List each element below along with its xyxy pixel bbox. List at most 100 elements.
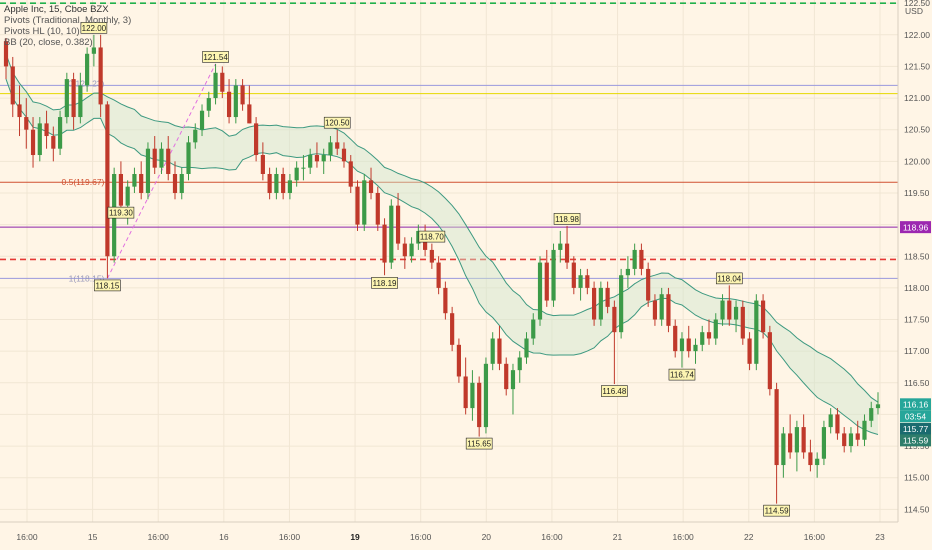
- candle-body: [639, 249, 644, 269]
- candle-body: [801, 427, 806, 453]
- candle-body: [199, 110, 205, 130]
- candle: [598, 281, 603, 326]
- candle-body: [862, 420, 867, 440]
- pivot-label-text: 121.54: [203, 53, 228, 62]
- legend-pivots-hl[interactable]: Pivots HL (10, 10): [4, 26, 80, 37]
- candle: [490, 332, 495, 371]
- candle-body: [747, 338, 752, 364]
- pivot-label: 122.00: [80, 21, 108, 34]
- candle: [145, 142, 151, 200]
- chart-legend[interactable]: Apple Inc, 15, Cboe BZX Pivots (Traditio…: [4, 4, 131, 48]
- legend-pivots[interactable]: Pivots (Traditional, Monthly, 3): [4, 15, 132, 26]
- candle-body: [125, 186, 130, 206]
- candle-body: [30, 129, 36, 156]
- candle: [30, 117, 36, 168]
- candle: [537, 256, 543, 326]
- time-tick-label: 16:00: [16, 532, 38, 542]
- candle: [139, 161, 144, 200]
- time-tick-label: 16:00: [804, 532, 826, 542]
- pivot-label-text: 116.48: [602, 387, 626, 396]
- candle: [571, 256, 576, 295]
- price-tick-label: 115.00: [904, 473, 930, 483]
- candle: [869, 401, 874, 428]
- time-axis[interactable]: [0, 522, 932, 550]
- candle: [301, 155, 306, 181]
- candle: [835, 408, 840, 440]
- candle-body: [605, 287, 610, 307]
- legend-bollinger-bands[interactable]: BB (20, close, 0.382): [4, 37, 93, 48]
- price-tick-label: 119.50: [904, 188, 930, 198]
- pivot-label-box: [94, 279, 121, 292]
- candle: [713, 313, 718, 345]
- candle-body: [727, 300, 732, 320]
- candle-body: [355, 186, 360, 225]
- candle-body: [659, 294, 664, 320]
- price-badge-text: 116.16: [903, 400, 929, 410]
- candle-body: [416, 230, 421, 244]
- time-tick-label: 16:00: [541, 532, 563, 542]
- price-tick-label: 120.50: [904, 125, 930, 135]
- pivot-label-box: [371, 277, 398, 289]
- candle-body: [240, 85, 245, 105]
- price-badges: 116.16 03:54 115.77 115.59 118.96: [900, 221, 931, 447]
- pivot-label-text: 118.98: [555, 215, 579, 224]
- candle-body: [754, 300, 759, 364]
- price-badge: 03:54: [900, 410, 931, 423]
- price-badge-box: [900, 410, 931, 423]
- price-badge-box: [900, 221, 931, 234]
- candle: [267, 167, 272, 200]
- candle: [294, 161, 299, 187]
- pivot-label: 119.30: [107, 206, 135, 219]
- candle: [612, 300, 617, 385]
- candle: [659, 287, 664, 326]
- candle: [564, 225, 570, 269]
- price-tick-label: 120.00: [904, 156, 930, 166]
- candle: [436, 256, 441, 295]
- pivot-label: 115.65: [465, 437, 493, 450]
- candle: [673, 319, 678, 358]
- pivot-label-box: [763, 504, 790, 517]
- candle: [220, 66, 225, 99]
- candle-body: [619, 275, 624, 333]
- time-tick-label: 16:00: [410, 532, 432, 542]
- candle-body: [673, 325, 678, 352]
- pivot-label-text: 114.59: [765, 507, 789, 516]
- candle: [118, 161, 124, 212]
- candle-body: [254, 123, 259, 156]
- candle-body: [57, 117, 63, 149]
- price-tick-label: 114.50: [904, 504, 930, 514]
- candle: [213, 63, 218, 105]
- candle: [875, 392, 881, 415]
- pivot-label: 116.48: [601, 385, 628, 397]
- bollinger-upper: [5, 53, 879, 403]
- candle: [355, 180, 360, 231]
- candle: [206, 91, 211, 118]
- candle-body: [720, 300, 725, 320]
- time-tick-label: 16:00: [279, 532, 301, 542]
- candle-body: [855, 433, 860, 440]
- candle: [260, 142, 265, 181]
- pivot-label-box: [107, 206, 135, 219]
- candle-body: [666, 294, 671, 326]
- candle-body: [558, 243, 563, 250]
- candle: [801, 414, 806, 459]
- pivot-label: 116.74: [668, 368, 696, 381]
- price-badge-text: 115.59: [903, 436, 929, 446]
- candle: [335, 129, 340, 156]
- pivot-label-box: [323, 116, 351, 129]
- time-tick-label: 19: [350, 532, 360, 542]
- candle-body: [470, 382, 475, 409]
- candle: [368, 167, 374, 200]
- candle: [226, 79, 232, 124]
- candle-body: [51, 136, 56, 149]
- price-badge-box: [900, 398, 931, 411]
- candle: [240, 79, 245, 111]
- pivot-label: 118.98: [553, 213, 581, 225]
- candle-body: [700, 332, 705, 345]
- price-badge: 118.96: [900, 221, 931, 234]
- candle: [848, 427, 854, 453]
- candle: [166, 136, 171, 181]
- candle-body: [105, 104, 110, 257]
- symbol-title[interactable]: Apple Inc, 15, Cboe BZX: [4, 4, 109, 15]
